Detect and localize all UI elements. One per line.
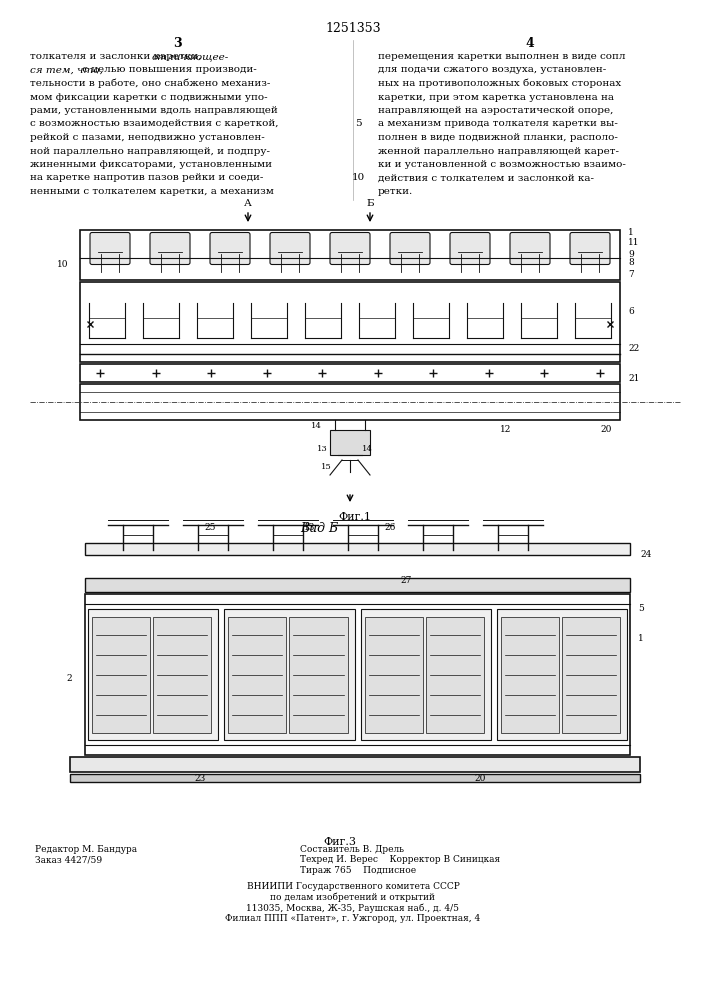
Bar: [88, 609, 218, 740]
FancyBboxPatch shape: [570, 232, 610, 264]
Text: Фиг.1: Фиг.1: [339, 512, 371, 522]
Text: Б: Б: [366, 199, 374, 208]
Text: 8: 8: [628, 258, 633, 267]
Text: 20: 20: [600, 425, 612, 434]
Text: для подачи сжатого воздуха, установлен-: для подачи сжатого воздуха, установлен-: [378, 66, 606, 75]
Text: 14: 14: [311, 422, 322, 430]
Text: 3: 3: [173, 37, 181, 50]
Text: 23: 23: [194, 774, 206, 783]
Bar: [228, 617, 286, 733]
Bar: [330, 430, 370, 455]
FancyBboxPatch shape: [150, 232, 190, 264]
Text: ся тем, что,: ся тем, что,: [30, 66, 103, 75]
Bar: [80, 282, 620, 362]
FancyBboxPatch shape: [270, 232, 310, 264]
Bar: [426, 617, 484, 733]
Text: ной параллельно направляющей, и подпру-: ной параллельно направляющей, и подпру-: [30, 146, 270, 155]
Bar: [224, 609, 354, 740]
FancyBboxPatch shape: [450, 232, 490, 264]
Text: А: А: [244, 199, 252, 208]
Text: толкателя и заслонки каретки,: толкателя и заслонки каретки,: [30, 52, 204, 61]
Text: Редактор М. Бандура
Заказ 4427/59: Редактор М. Бандура Заказ 4427/59: [35, 845, 137, 864]
Text: 14: 14: [362, 445, 373, 453]
Text: 25: 25: [204, 523, 216, 532]
Text: Вид Б: Вид Б: [300, 522, 338, 535]
Bar: [497, 609, 627, 740]
Text: Фиг.3: Фиг.3: [324, 837, 356, 847]
Text: 2: 2: [66, 674, 72, 683]
Text: 5: 5: [638, 604, 644, 613]
Text: 21: 21: [628, 374, 639, 383]
Bar: [85, 594, 630, 755]
Text: рами, установленными вдоль направляющей: рами, установленными вдоль направляющей: [30, 106, 278, 115]
Text: 27: 27: [400, 576, 411, 585]
Text: полнен в виде подвижной планки, располо-: полнен в виде подвижной планки, располо-: [378, 133, 618, 142]
Text: 22: 22: [628, 344, 639, 353]
Text: 24: 24: [640, 550, 651, 559]
Bar: [85, 543, 630, 555]
Text: 13: 13: [304, 523, 316, 532]
FancyBboxPatch shape: [510, 232, 550, 264]
Text: 13: 13: [317, 445, 328, 453]
Text: 10: 10: [57, 260, 68, 269]
Text: каретки, при этом каретка установлена на: каретки, при этом каретка установлена на: [378, 93, 614, 102]
Text: с целью повышения производи-: с целью повышения производи-: [78, 66, 257, 75]
FancyBboxPatch shape: [210, 232, 250, 264]
Text: ретки.: ретки.: [378, 187, 414, 196]
FancyBboxPatch shape: [390, 232, 430, 264]
Text: 7: 7: [628, 270, 633, 279]
Bar: [289, 617, 348, 733]
Text: ненными с толкателем каретки, а механизм: ненными с толкателем каретки, а механизм: [30, 187, 274, 196]
Text: 1: 1: [638, 634, 644, 643]
Text: тельности в работе, оно снабжено механиз-: тельности в работе, оно снабжено механиз…: [30, 79, 270, 89]
Text: 1: 1: [628, 228, 633, 237]
Bar: [361, 609, 491, 740]
Text: ных на противоположных боковых сторонах: ных на противоположных боковых сторонах: [378, 79, 621, 89]
Bar: [92, 617, 150, 733]
Text: 20: 20: [474, 774, 486, 783]
FancyBboxPatch shape: [90, 232, 130, 264]
FancyBboxPatch shape: [330, 232, 370, 264]
Text: а механизм привода толкателя каретки вы-: а механизм привода толкателя каретки вы-: [378, 119, 618, 128]
Text: 9: 9: [628, 250, 633, 259]
Text: на каретке напротив пазов рейки и соеди-: на каретке напротив пазов рейки и соеди-: [30, 174, 264, 182]
Text: перемещения каретки выполнен в виде сопл: перемещения каретки выполнен в виде сопл: [378, 52, 626, 61]
Bar: [365, 617, 423, 733]
Bar: [562, 617, 620, 733]
Text: с возможностью взаимодействия с кареткой,: с возможностью взаимодействия с кареткой…: [30, 119, 279, 128]
Text: направляющей на аэростатической опоре,: направляющей на аэростатической опоре,: [378, 106, 614, 115]
Bar: [70, 774, 640, 782]
Text: 4: 4: [525, 37, 534, 50]
Bar: [153, 617, 211, 733]
Text: 15: 15: [321, 463, 332, 471]
Text: 5: 5: [355, 119, 361, 128]
Text: Составитель В. Дрель
Техред И. Верес    Корректор В Синицкая
Тираж 765    Подпис: Составитель В. Дрель Техред И. Верес Кор…: [300, 845, 500, 875]
Text: женной параллельно направляющей карет-: женной параллельно направляющей карет-: [378, 146, 619, 155]
Text: мом фиксации каретки с подвижными упо-: мом фиксации каретки с подвижными упо-: [30, 93, 268, 102]
Text: действия с толкателем и заслонкой ка-: действия с толкателем и заслонкой ка-: [378, 174, 594, 182]
Text: ки и установленной с возможностью взаимо-: ки и установленной с возможностью взаимо…: [378, 160, 626, 169]
Bar: [80, 230, 620, 280]
Text: ВНИИПИ Государственного комитета СССР
по делам изобретений и открытий
113035, Мо: ВНИИПИ Государственного комитета СССР по…: [226, 882, 481, 923]
Bar: [70, 757, 640, 772]
Bar: [80, 384, 620, 420]
Text: 10: 10: [351, 174, 365, 182]
Bar: [85, 578, 630, 592]
Text: 1251353: 1251353: [325, 22, 381, 35]
Text: 12: 12: [500, 425, 511, 434]
Text: рейкой с пазами, неподвижно установлен-: рейкой с пазами, неподвижно установлен-: [30, 133, 264, 142]
Text: 11: 11: [628, 238, 640, 247]
Bar: [80, 364, 620, 382]
Bar: [501, 617, 559, 733]
Text: 26: 26: [385, 523, 396, 532]
Text: отличающее-: отличающее-: [151, 52, 229, 61]
Text: 6: 6: [628, 307, 633, 316]
Text: жиненными фиксаторами, установленными: жиненными фиксаторами, установленными: [30, 160, 272, 169]
